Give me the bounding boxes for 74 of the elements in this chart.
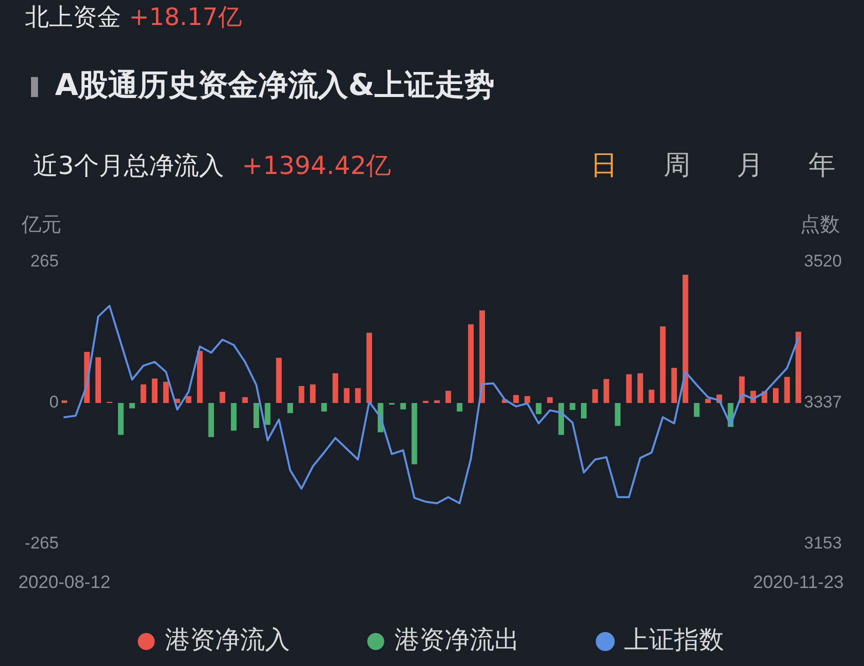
y2-tick-label: 3153 bbox=[804, 534, 842, 553]
chart-title: A股通历史资金净流入&上证走势 bbox=[55, 68, 494, 103]
bar bbox=[118, 403, 124, 435]
bar bbox=[445, 390, 452, 403]
bar bbox=[310, 384, 316, 403]
y2-tick-label: 3337 bbox=[804, 392, 842, 412]
bar bbox=[208, 403, 214, 438]
bar bbox=[648, 390, 654, 403]
bar bbox=[604, 379, 610, 403]
bar bbox=[570, 403, 576, 410]
text: +18.17亿 bbox=[129, 3, 242, 31]
y-tick-label: -265 bbox=[24, 534, 59, 553]
text: +1394.42亿 bbox=[242, 150, 392, 180]
legend-label: 上证指数 bbox=[624, 625, 724, 654]
bar bbox=[772, 388, 779, 403]
bar bbox=[796, 332, 802, 403]
x-tick-label: 2020-08-12 bbox=[18, 572, 110, 592]
bar bbox=[163, 382, 169, 403]
bar bbox=[637, 373, 644, 403]
bar bbox=[186, 396, 192, 403]
y2-axis-title: 点数 bbox=[800, 212, 840, 236]
text: 北上资金 bbox=[25, 3, 121, 31]
bar bbox=[547, 397, 553, 403]
text: 月 bbox=[736, 150, 764, 180]
y-tick-label: 265 bbox=[30, 252, 59, 271]
bar bbox=[355, 388, 361, 403]
bar bbox=[536, 403, 542, 414]
y-axis-title: 亿元 bbox=[20, 212, 62, 236]
bar bbox=[321, 403, 327, 412]
bar bbox=[230, 403, 237, 431]
text: 周 bbox=[664, 150, 690, 180]
bar bbox=[298, 386, 304, 403]
bar bbox=[220, 392, 226, 403]
bar bbox=[400, 403, 406, 410]
bar bbox=[524, 396, 530, 403]
bar bbox=[671, 368, 677, 403]
bar bbox=[694, 403, 700, 417]
bar bbox=[242, 397, 248, 403]
bar bbox=[332, 373, 338, 403]
bar bbox=[276, 358, 282, 403]
bar bbox=[468, 324, 474, 403]
bar bbox=[197, 350, 203, 403]
bar bbox=[513, 395, 519, 403]
y2-tick-label: 3520 bbox=[804, 252, 842, 271]
text: 年 bbox=[808, 150, 836, 180]
bar bbox=[95, 357, 102, 403]
bar bbox=[784, 376, 790, 403]
bar bbox=[682, 274, 688, 403]
text: 近3个月总净流入 bbox=[33, 150, 224, 180]
bar bbox=[456, 403, 462, 412]
bar bbox=[592, 389, 598, 403]
bar bbox=[129, 403, 135, 408]
bar bbox=[705, 398, 711, 403]
bar bbox=[558, 403, 564, 435]
bar bbox=[412, 403, 418, 464]
bar bbox=[479, 310, 485, 403]
bar bbox=[264, 403, 270, 425]
bar bbox=[580, 403, 587, 418]
legend-label: 港资净流入 bbox=[164, 625, 290, 654]
legend-label: 港资净流出 bbox=[394, 625, 520, 654]
bar bbox=[614, 403, 620, 426]
bar bbox=[253, 403, 260, 428]
bar bbox=[434, 400, 440, 403]
y-tick-label: 0 bbox=[49, 392, 59, 412]
bar bbox=[366, 332, 372, 403]
text: 日 bbox=[590, 150, 618, 180]
bar bbox=[660, 326, 666, 403]
bar bbox=[140, 384, 146, 403]
bar bbox=[62, 400, 68, 403]
bar bbox=[152, 378, 158, 403]
bar bbox=[287, 403, 294, 414]
x-tick-label: 2020-11-23 bbox=[752, 572, 844, 592]
bar bbox=[344, 388, 350, 403]
bar bbox=[626, 374, 632, 403]
